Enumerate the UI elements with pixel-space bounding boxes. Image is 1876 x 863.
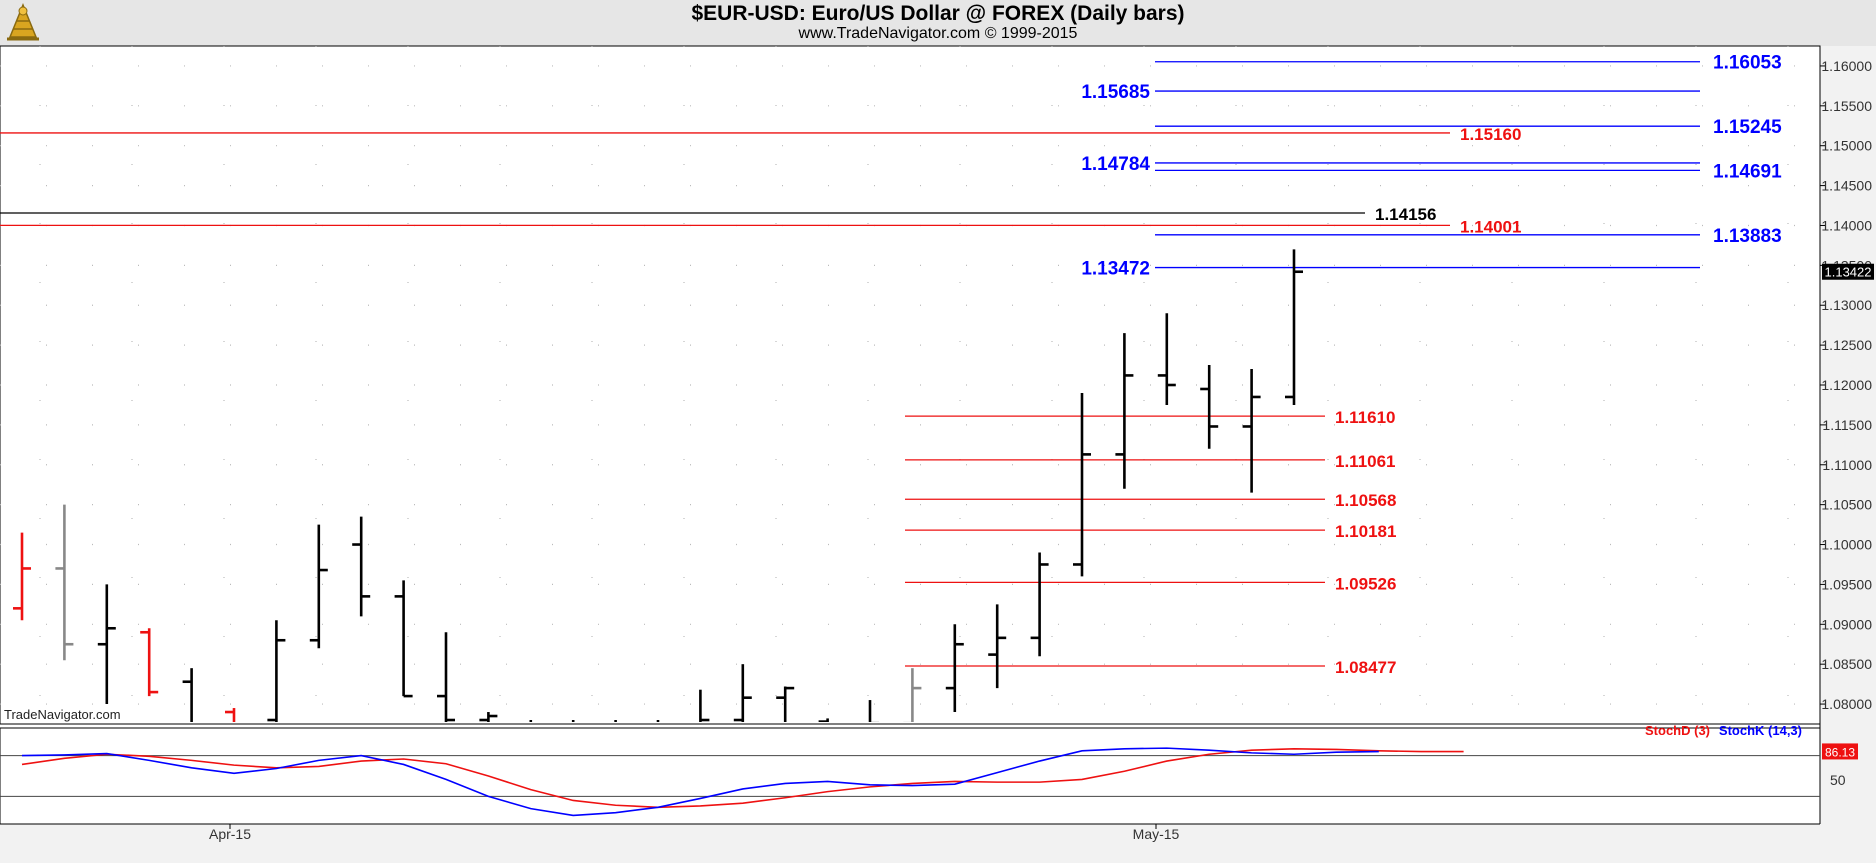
chart-header — [0, 0, 1876, 46]
price-tick-label: 1.14500 — [1821, 178, 1872, 194]
ohlc-bar — [1157, 313, 1176, 405]
ohlc-bar — [1115, 333, 1134, 489]
price-axis-band — [1820, 46, 1876, 824]
price-tick-label: 1.10000 — [1821, 537, 1872, 553]
level-label-1.15685: 1.15685 — [1081, 82, 1150, 103]
ohlc-bar — [97, 584, 116, 705]
stoch-panel — [0, 727, 1821, 825]
level-label-1.13472: 1.13472 — [1081, 259, 1150, 280]
ohlc-bar — [1285, 249, 1303, 405]
price-tick-label: 1.14000 — [1821, 217, 1872, 233]
chart-frame — [0, 45, 1876, 863]
watermark-text: TradeNavigator.com — [4, 707, 121, 722]
date-axis: Apr-15 May-15 — [0, 823, 1820, 842]
price-tick-label: 1.15500 — [1821, 98, 1872, 114]
level-label-1.14691: 1.14691 — [1713, 161, 1782, 182]
stoch-tick-label: 50 — [1830, 772, 1846, 788]
level-label-1.10568: 1.10568 — [1335, 491, 1396, 510]
level-label-1.13883: 1.13883 — [1713, 226, 1782, 247]
ohlc-bar — [988, 604, 1007, 689]
price-tick-label: 1.08500 — [1821, 656, 1872, 672]
price-tick-label: 1.11000 — [1822, 457, 1872, 473]
price-tick-label: 1.16000 — [1821, 58, 1872, 74]
ohlc-bar — [818, 718, 829, 722]
last-stoch-box — [1822, 743, 1858, 760]
ohlc-bar — [182, 668, 193, 722]
ohlc-bar — [868, 700, 879, 722]
level-label-1.09526: 1.09526 — [1335, 574, 1396, 593]
date-tick-label: May-15 — [1133, 826, 1180, 842]
ohlc-bar — [267, 620, 286, 722]
level-label-1.14784: 1.14784 — [1081, 154, 1150, 175]
date-axis-band — [0, 824, 1876, 863]
legend-stochk: StochK (14,3) — [1719, 723, 1802, 738]
price-axis: 1.160001.155001.150001.145001.140001.135… — [1820, 58, 1874, 712]
stoch-series-line — [21, 747, 1379, 817]
price-tick-label: 1.09500 — [1821, 576, 1872, 592]
level-label-1.16053: 1.16053 — [1713, 53, 1782, 74]
price-levels: 1.16053 1.15685 1.15245 1.15160 1.14784 1.146… — [0, 53, 1782, 677]
level-label-1.08477: 1.08477 — [1335, 658, 1396, 677]
level-label-1.11610: 1.11610 — [1335, 408, 1396, 427]
ohlc-bar — [352, 516, 371, 617]
ohlc-bar — [309, 524, 328, 649]
price-tick-label: 1.12000 — [1821, 377, 1872, 393]
stoch-series-line — [21, 747, 1464, 809]
price-panel — [0, 45, 1821, 725]
last-price-label: 1.13422 — [1825, 265, 1872, 280]
ohlc-bar — [1242, 369, 1261, 493]
chart-subtitle: www.TradeNavigator.com © 1999-2015 — [798, 25, 1078, 42]
ohlc-bar — [1200, 365, 1219, 449]
price-tick-label: 1.11500 — [1822, 417, 1872, 433]
ohlc-bar — [614, 720, 617, 722]
level-label-1.10181: 1.10181 — [1335, 522, 1396, 541]
stochastic-panel: StochD (3) StochK (14,3) 50 86.13 — [0, 723, 1858, 817]
level-label-1.14001: 1.14001 — [1460, 217, 1521, 236]
price-tick-label: 1.08000 — [1821, 696, 1872, 712]
ohlc-bar — [1073, 392, 1091, 577]
ohlc-bar — [945, 624, 964, 713]
ohlc-bar — [437, 632, 455, 722]
ohlc-bar — [903, 668, 922, 722]
bars-group — [13, 249, 1303, 722]
ohlc-bar — [225, 708, 236, 722]
date-tick-label: Apr-15 — [209, 826, 251, 842]
ohlc-bars — [13, 249, 1303, 722]
level-label-1.14156: 1.14156 — [1375, 205, 1436, 224]
last-stoch-label: 86.13 — [1825, 745, 1855, 759]
price-tick-label: 1.10500 — [1821, 497, 1872, 513]
price-tick-label: 1.13000 — [1821, 297, 1872, 313]
level-label-1.15245: 1.15245 — [1713, 117, 1782, 138]
price-tick-label: 1.15000 — [1821, 138, 1872, 154]
ohlc-bar — [13, 532, 31, 621]
ohlc-bar — [479, 712, 498, 722]
ohlc-bar — [571, 720, 575, 722]
ohlc-bar — [733, 664, 752, 722]
price-tick-label: 1.09000 — [1821, 616, 1872, 632]
legend-stochd: StochD (3) — [1645, 723, 1710, 738]
ohlc-bar — [1030, 552, 1049, 657]
ohlc-bar — [140, 628, 159, 697]
ohlc-bar — [699, 689, 710, 722]
tradenavigator-logo-icon — [7, 3, 39, 41]
ohlc-bar — [529, 720, 533, 722]
level-label-1.15160: 1.15160 — [1460, 125, 1521, 144]
level-label-1.11061: 1.11061 — [1335, 452, 1396, 471]
ohlc-bar — [55, 504, 74, 661]
ohlc-bar — [776, 686, 795, 722]
last-price-box — [1822, 263, 1874, 280]
price-tick-label: 1.12500 — [1821, 337, 1872, 353]
ohlc-bar — [656, 720, 660, 722]
chart-title: $EUR-USD: Euro/US Dollar @ FOREX (Daily … — [691, 2, 1185, 25]
ohlc-bar — [394, 580, 413, 698]
